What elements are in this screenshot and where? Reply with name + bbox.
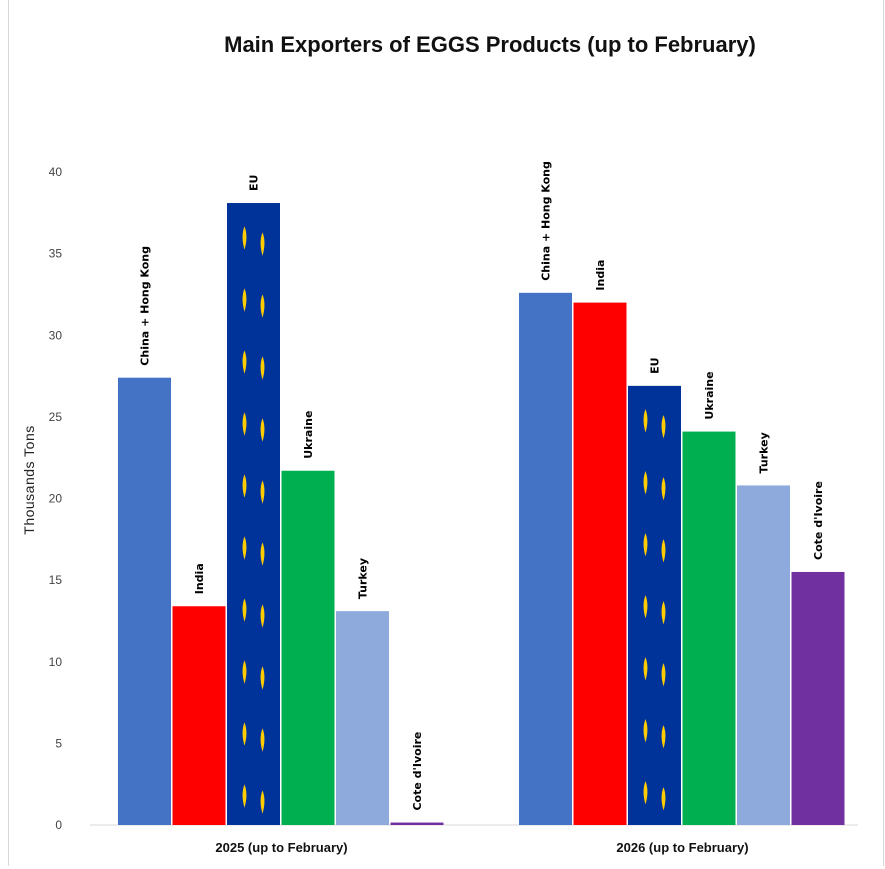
eu-star-mark [643, 657, 648, 681]
category-label-2: 2026 (up to February) [616, 840, 748, 855]
bar-cote-d-ivoire-2 [791, 571, 845, 825]
bar-label-turkey-1: Turkey [357, 558, 370, 599]
bar-label-india-2: India [594, 260, 607, 291]
eu-star-mark [661, 725, 666, 749]
bar-label-eu-1: EU [248, 175, 261, 191]
y-axis-label: Thousands Tons [21, 425, 37, 534]
bar-label-cote-d-ivoire-2: Cote d'Ivoire [812, 481, 825, 560]
bar-ukraine-1 [281, 470, 335, 825]
bar-turkey-1 [336, 611, 389, 825]
eu-star-mark [661, 415, 666, 439]
bar-label-china-hong-kong-2: China + Hong Kong [540, 161, 553, 281]
y-tick-label: 5 [55, 736, 62, 750]
eu-star-mark [643, 595, 648, 619]
eu-star-mark [260, 542, 265, 566]
eu-star-mark [242, 288, 247, 312]
y-tick-label: 35 [49, 247, 63, 261]
category-label-1: 2025 (up to February) [215, 840, 347, 855]
eu-star-mark [242, 226, 247, 250]
bar-labels: China + Hong Kong India EU Ukraine Turkey Cot… [139, 161, 826, 810]
bars [118, 203, 845, 826]
eu-star-mark [260, 418, 265, 442]
eu-star-mark [661, 663, 666, 687]
eu-star-mark [260, 604, 265, 628]
bar-china-hong-kong-2 [519, 292, 572, 825]
bar-ukraine-2 [682, 431, 736, 825]
bar-india-1 [172, 606, 226, 825]
bar-label-cote-d-ivoire-1: Cote d'Ivoire [411, 732, 424, 811]
eu-star-mark [242, 784, 247, 808]
category-labels: 2025 (up to February) 2026 (up to Februar… [215, 840, 748, 855]
y-tick-label: 40 [49, 165, 63, 179]
bar-label-china-hong-kong-1: China + Hong Kong [139, 246, 152, 366]
eu-star-mark [661, 477, 666, 501]
bar-eu-2 [628, 385, 681, 825]
bar-turkey-2 [737, 485, 790, 825]
eu-star-mark [661, 787, 666, 811]
eu-star-mark [643, 533, 648, 557]
eu-star-mark [260, 728, 265, 752]
bar-label-ukraine-1: Ukraine [302, 411, 315, 459]
bar-india-2 [573, 302, 627, 826]
eu-star-mark [643, 719, 648, 743]
eu-star-mark [643, 409, 648, 433]
bar-label-ukraine-2: Ukraine [703, 371, 716, 419]
chart-title: Main Exporters of EGGS Products (up to F… [224, 32, 756, 57]
bar-label-india-1: India [193, 563, 206, 594]
bar-label-turkey-2: Turkey [758, 432, 771, 473]
eu-star-mark [242, 722, 247, 746]
eu-star-mark [643, 471, 648, 495]
eu-star-mark [260, 480, 265, 504]
y-tick-label: 20 [49, 492, 63, 506]
eu-star-mark [661, 601, 666, 625]
eu-star-mark [260, 294, 265, 318]
y-axis-ticks: 0 5 10 15 20 25 30 35 40 [49, 165, 63, 832]
eu-star-mark [661, 539, 666, 563]
eu-star-mark [260, 356, 265, 380]
y-tick-label: 10 [49, 655, 63, 669]
y-tick-label: 25 [49, 410, 63, 424]
y-tick-label: 15 [49, 573, 63, 587]
eu-star-mark [242, 412, 247, 436]
eu-star-mark [242, 598, 247, 622]
y-tick-label: 0 [55, 818, 62, 832]
eu-star-mark [242, 660, 247, 684]
bar-china-hong-kong-1 [118, 377, 171, 825]
eu-star-mark [260, 232, 265, 256]
bar-label-eu-2: EU [649, 357, 662, 373]
eu-star-mark [242, 350, 247, 374]
eu-star-mark [242, 536, 247, 560]
eu-star-mark [643, 781, 648, 805]
chart-frame [8, 0, 884, 866]
eu-star-mark [260, 790, 265, 814]
y-tick-label: 30 [49, 328, 63, 342]
bar-eu-1 [227, 203, 280, 825]
bar-cote-d-ivoire-1 [390, 822, 444, 825]
eu-star-mark [242, 474, 247, 498]
eu-star-mark [260, 666, 265, 690]
